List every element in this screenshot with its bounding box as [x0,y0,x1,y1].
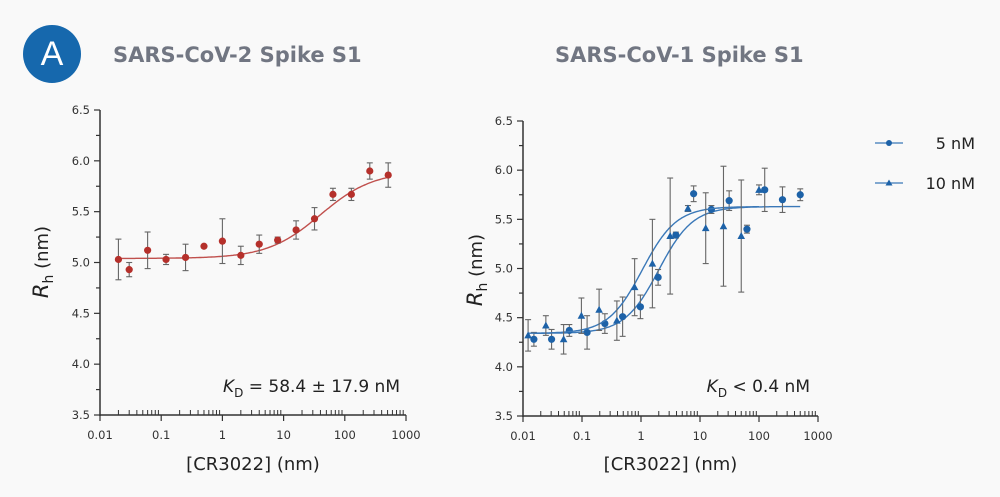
x-tick-label: 1000 [391,428,420,442]
data-point [542,321,550,329]
data-point [583,328,591,337]
chart-1: 3.5 4.0 4.5 5.0 5.5 6.0 6.5 0.01 0.1 1 10 100 1000 [C… [29,103,421,475]
y-tick-label: 3.5 [72,408,90,422]
y-tick-label: 4.5 [72,306,90,320]
data-point [181,253,190,262]
x-tick-label: 10 [276,428,291,442]
data-point [636,303,645,311]
data-point [114,255,123,264]
legend-label: 10 nM [926,174,975,193]
data-point [524,331,532,339]
series-5-nm [530,167,804,350]
data-point [743,225,751,233]
data-point [666,232,674,240]
data-point [200,242,208,250]
data-point [310,215,319,223]
x-tick-label: 100 [334,428,356,442]
panel-badge: A [23,25,81,83]
chart-title-sars-cov-1: SARS-CoV-1 Spike S1 [555,43,804,67]
x-tick-label: 0.1 [573,429,591,443]
data-point [672,231,680,239]
data-point [684,204,692,212]
data-point [737,232,746,240]
data-point [565,326,573,335]
x-tick-label: 0.1 [152,428,170,442]
data-point [162,255,170,264]
data-point [701,224,710,232]
data-point [630,283,639,291]
data-point [125,266,133,274]
y-tick-label: 5.5 [495,212,513,226]
x-tick-label: 1 [219,428,226,442]
data-point [237,251,245,259]
y-tick-label: 5.0 [72,256,90,270]
y-tick-label: 6.5 [495,114,513,128]
data-point [347,190,355,198]
x-axis-label: [CR3022] (nm) [604,454,738,475]
series-10-nm [524,165,763,355]
data-point [292,226,300,234]
y-tick-label: 5.5 [72,205,90,219]
x-axis-label: [CR3022] (nm) [186,454,320,475]
data-point [255,240,263,248]
series-sars-cov-2 [114,162,392,281]
data-point [690,190,698,198]
data-point [619,313,627,321]
data-point [648,259,657,267]
kd-annotation: KD = 58.4 ± 17.9 nM [223,377,400,400]
y-tick-label: 4.5 [495,311,513,325]
data-point [218,237,226,245]
data-point [559,335,568,343]
fit-curve [118,176,389,260]
data-point [613,316,621,324]
fit-curve [533,205,801,334]
data-point [329,190,337,198]
data-point [547,335,556,343]
chart-2: 3.5 4.0 4.5 5.0 5.5 6.0 6.5 0.01 0.1 1 10 100 1000 [C… [463,114,975,475]
data-point [144,246,152,254]
kd-annotation: KD < 0.4 nM [707,377,810,400]
data-point [274,236,282,244]
data-point [761,186,769,194]
fit-curve [528,206,759,334]
x-tick-label: 10 [693,429,708,443]
data-point [654,273,662,281]
y-tick-label: 4.0 [72,357,90,371]
data-point [755,185,763,193]
data-point [577,311,586,319]
data-point [530,335,538,343]
legend-marker-triangle [885,179,893,186]
x-tick-label: 1000 [803,429,832,443]
y-tick-label: 3.5 [495,409,513,423]
legend: 5 nM 10 nM [875,134,975,193]
y-tick-label: 5.0 [495,262,513,276]
chart-title-sars-cov-2: SARS-CoV-2 Spike S1 [113,43,362,67]
data-point [707,205,715,214]
data-point [725,197,733,205]
data-point [778,196,787,204]
y-axis-label: Rh (nm) [463,234,491,306]
y-axis-label: Rh (nm) [29,226,57,298]
y-tick-label: 6.5 [72,103,90,117]
legend-label: 5 nM [936,134,975,153]
y-tick-label: 6.0 [72,154,90,168]
data-point [366,167,374,175]
data-point [719,222,728,230]
legend-marker-circle [886,140,892,146]
y-tick-label: 4.0 [495,360,513,374]
x-tick-label: 0.01 [87,428,113,442]
data-point [595,305,603,313]
x-tick-label: 0.01 [510,429,536,443]
x-tick-label: 1 [637,429,644,443]
y-tick-label: 6.0 [495,163,513,177]
data-point [384,171,392,179]
data-point [796,191,804,199]
x-tick-label: 100 [748,429,770,443]
